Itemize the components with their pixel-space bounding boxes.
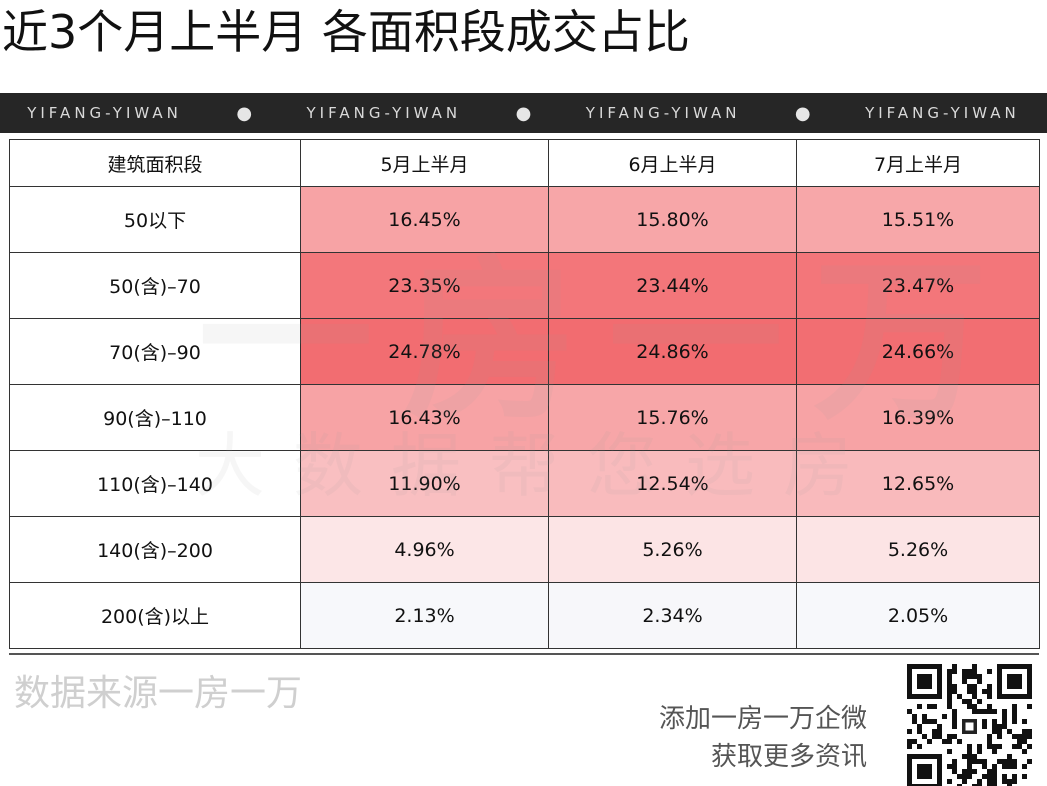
row-label: 140(含)–200 <box>9 516 301 583</box>
share-cell: 23.47% <box>796 252 1040 319</box>
row-label: 50以下 <box>9 186 301 253</box>
share-cell: 5.26% <box>548 516 797 583</box>
divider <box>9 653 1039 655</box>
column-header: 建筑面积段 <box>9 139 301 187</box>
share-cell: 23.35% <box>300 252 549 319</box>
share-cell: 15.76% <box>548 384 797 451</box>
area-share-table: 建筑面积段 5月上半月 6月上半月 7月上半月 50以下 16.45% 15.80%… <box>9 139 1040 649</box>
banner-separator: ● <box>236 102 253 124</box>
table-header-row: 建筑面积段 5月上半月 6月上半月 7月上半月 <box>9 139 1040 187</box>
row-label: 70(含)–90 <box>9 318 301 385</box>
row-label: 200(含)以上 <box>9 582 301 649</box>
share-cell: 16.45% <box>300 186 549 253</box>
column-header: 5月上半月 <box>300 139 549 187</box>
brand-banner: YIFANG-YIWAN ● YIFANG-YIWAN ● YIFANG-YIW… <box>0 93 1047 133</box>
row-label: 50(含)–70 <box>9 252 301 319</box>
share-cell: 24.78% <box>300 318 549 385</box>
table-row: 50以下 16.45% 15.80% 15.51% <box>9 186 1040 253</box>
table-row: 110(含)–140 11.90% 12.54% 12.65% <box>9 450 1040 517</box>
share-cell: 15.80% <box>548 186 797 253</box>
share-cell: 2.13% <box>300 582 549 649</box>
table-row: 90(含)–110 16.43% 15.76% 16.39% <box>9 384 1040 451</box>
share-cell: 2.05% <box>796 582 1040 649</box>
share-cell: 24.66% <box>796 318 1040 385</box>
table-row: 50(含)–70 23.35% 23.44% 23.47% <box>9 252 1040 319</box>
qr-code-image <box>903 662 1043 786</box>
share-cell: 12.65% <box>796 450 1040 517</box>
banner-separator: ● <box>794 102 811 124</box>
area-share-table-container: 建筑面积段 5月上半月 6月上半月 7月上半月 50以下 16.45% 15.80%… <box>9 139 1040 649</box>
share-cell: 16.43% <box>300 384 549 451</box>
row-label: 90(含)–110 <box>9 384 301 451</box>
column-header: 7月上半月 <box>796 139 1040 187</box>
banner-text: YIFANG-YIWAN <box>585 104 741 122</box>
banner-separator: ● <box>515 102 532 124</box>
share-cell: 24.86% <box>548 318 797 385</box>
table-row: 140(含)–200 4.96% 5.26% 5.26% <box>9 516 1040 583</box>
share-cell: 11.90% <box>300 450 549 517</box>
share-cell: 5.26% <box>796 516 1040 583</box>
row-label: 110(含)–140 <box>9 450 301 517</box>
share-cell: 12.54% <box>548 450 797 517</box>
promo-line: 获取更多资讯 <box>710 742 867 772</box>
share-cell: 23.44% <box>548 252 797 319</box>
column-header: 6月上半月 <box>548 139 797 187</box>
data-source-label: 数据来源一房一万 <box>14 673 303 714</box>
promo-line: 添加一房一万企微 <box>658 704 867 734</box>
table-row: 70(含)–90 24.78% 24.86% 24.66% <box>9 318 1040 385</box>
share-cell: 2.34% <box>548 582 797 649</box>
share-cell: 4.96% <box>300 516 549 583</box>
share-cell: 15.51% <box>796 186 1040 253</box>
banner-text: YIFANG-YIWAN <box>306 104 462 122</box>
promo-text: 添加一房一万企微 获取更多资讯 <box>659 700 867 776</box>
banner-text: YIFANG-YIWAN <box>865 104 1020 122</box>
banner-text: YIFANG-YIWAN <box>27 104 182 122</box>
page-title: 近3个月上半月 各面积段成交占比 <box>2 5 690 59</box>
table-row: 200(含)以上 2.13% 2.34% 2.05% <box>9 582 1040 649</box>
share-cell: 16.39% <box>796 384 1040 451</box>
